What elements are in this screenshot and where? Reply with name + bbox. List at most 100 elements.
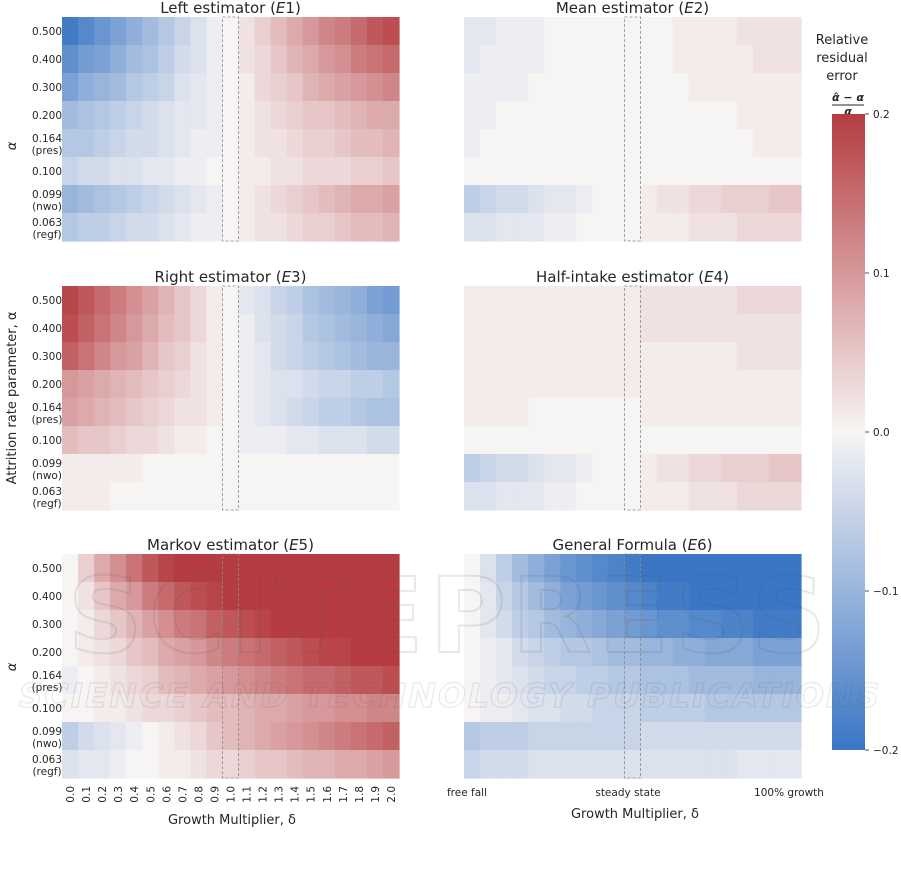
heatmap-cell [768, 17, 786, 46]
heatmap-cell [480, 370, 497, 399]
heatmap-cell [286, 45, 304, 74]
y-tick-sublabel: (nwo) [32, 470, 62, 482]
heatmap-cell [94, 370, 111, 399]
heatmap-cell [366, 17, 384, 46]
heatmap-cell [496, 101, 513, 130]
heatmap-cell [704, 426, 722, 455]
heatmap-cell [350, 638, 368, 667]
heatmap-cell [366, 101, 384, 130]
heatmap-cell [126, 213, 143, 242]
heatmap-cell [640, 582, 658, 611]
heatmap-cell [672, 73, 690, 102]
heatmap-cell [222, 314, 240, 343]
heatmap-cell [126, 722, 143, 751]
heatmap-cell [784, 73, 802, 102]
heatmap-cell [270, 398, 288, 427]
heatmap-cell [334, 157, 352, 186]
heatmap-cell [206, 73, 224, 102]
heatmap-cell [286, 722, 304, 751]
heatmap-cell [624, 426, 642, 455]
x-tick-label: 1.1 [242, 786, 254, 803]
heatmap-cell [688, 750, 706, 779]
heatmap-cell [640, 750, 658, 779]
heatmap-cell [608, 750, 626, 779]
heatmap-cell [366, 398, 384, 427]
heatmap-cell [334, 638, 352, 667]
heatmap-cell [784, 185, 802, 214]
heatmap-cell [560, 129, 577, 158]
heatmap-cell [576, 722, 593, 751]
heatmap-cell [544, 694, 561, 723]
heatmap-cell [174, 73, 191, 102]
heatmap-cell [720, 482, 738, 511]
heatmap-cell [512, 426, 529, 455]
heatmap-cell [480, 666, 497, 695]
heatmap-cell [768, 286, 786, 315]
heatmap-cell [768, 750, 786, 779]
heatmap-cell [768, 666, 786, 695]
heatmap-cell [110, 17, 127, 46]
watermark-text-large: SCITEPRESS [68, 555, 832, 677]
heatmap-cell [608, 426, 626, 455]
colorbar-formula-denominator: α [844, 105, 852, 118]
heatmap-cell [238, 45, 256, 74]
heatmap-cell [624, 554, 642, 583]
heatmap-cell [576, 73, 593, 102]
heatmap-cell [592, 638, 610, 667]
heatmap-cell [238, 185, 256, 214]
heatmap-cell [624, 157, 642, 186]
heatmap-cell [78, 314, 95, 343]
heatmap-cell [206, 45, 224, 74]
heatmap-cell [608, 314, 626, 343]
heatmap-cell [382, 314, 400, 343]
heatmap-cell [480, 185, 497, 214]
heatmap-cell [768, 722, 786, 751]
heatmap-cell [142, 17, 159, 46]
heatmap-cell [334, 17, 352, 46]
heatmap-cell [350, 398, 368, 427]
heatmap-cell [768, 582, 786, 611]
heatmap-cell [334, 101, 352, 130]
x-axis-label-left: Growth Multiplier, δ [168, 813, 296, 828]
heatmap-cell [94, 694, 111, 723]
heatmap-cell [656, 342, 674, 371]
heatmap-cell [704, 666, 722, 695]
heatmap-cell [624, 454, 642, 483]
heatmap-cell [254, 73, 272, 102]
heatmap-cell [784, 286, 802, 315]
heatmap-cell [158, 398, 175, 427]
heatmap-cell [238, 694, 256, 723]
heatmap-cell [318, 342, 336, 371]
heatmap-cell [496, 213, 513, 242]
heatmap-cell [608, 454, 626, 483]
heatmap-cell [496, 73, 513, 102]
heatmap-cell [752, 370, 770, 399]
heatmap-cell [464, 750, 481, 779]
heatmap-cell [302, 286, 320, 315]
heatmap-cell [254, 722, 272, 751]
y-tick-label: 0.200 [32, 647, 62, 659]
heatmap-cell [512, 638, 529, 667]
heatmap-cell [656, 582, 674, 611]
heatmap-cell [334, 666, 352, 695]
heatmap-cell [720, 17, 738, 46]
x-tick-label: 1.2 [258, 786, 270, 803]
heatmap-cell [512, 286, 529, 315]
heatmap-cell [238, 482, 256, 511]
y-tick-sublabel: (regf) [32, 229, 61, 241]
heatmap-cell [78, 694, 95, 723]
heatmap-cell [238, 157, 256, 186]
heatmap-cell [768, 213, 786, 242]
heatmap-cell [174, 426, 191, 455]
heatmap-cell [222, 45, 240, 74]
colorbar-title-line2: residual [816, 51, 868, 66]
heatmap-cell [174, 213, 191, 242]
heatmap-cell [512, 370, 529, 399]
heatmap-cell [576, 213, 593, 242]
heatmap-cell [688, 213, 706, 242]
heatmap-cell [190, 398, 208, 427]
heatmap-cell [158, 482, 175, 511]
heatmap-cell [496, 45, 513, 74]
heatmap-cell [318, 185, 336, 214]
heatmap-cell [784, 213, 802, 242]
